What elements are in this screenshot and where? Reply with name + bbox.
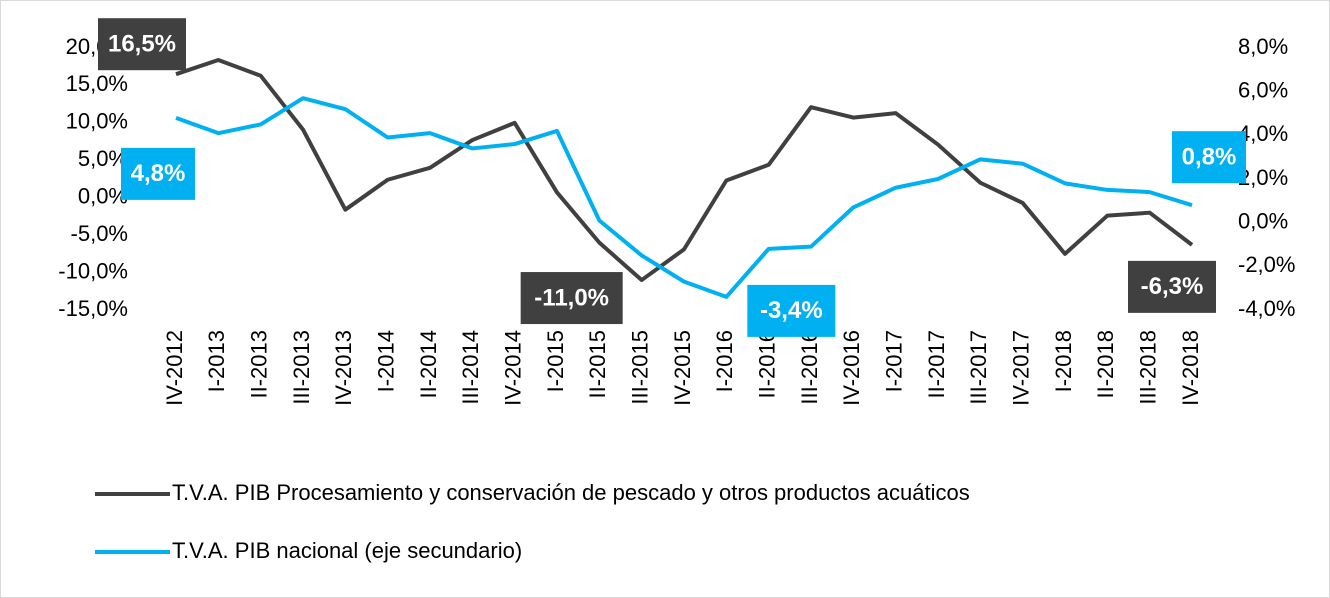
x-tick-label: IV-2016 [839,330,864,406]
y2-tick-label: 6,0% [1238,77,1288,102]
x-tick-label: III-2015 [627,330,652,405]
x-tick-label: III-2013 [289,330,314,405]
data-label: -3,4% [760,297,823,324]
y-tick-label: 10,0% [66,109,128,134]
line-series [175,57,1194,283]
x-tick-label: I-2016 [712,330,737,392]
x-tick-label: III-2016 [797,330,822,405]
x-tick-label: IV-2018 [1178,330,1203,406]
y2-tick-label: 2,0% [1238,165,1288,190]
x-tick-label: IV-2012 [162,330,187,406]
x-tick-label: IV-2015 [670,330,695,406]
data-label: 0,8% [1182,144,1237,171]
data-label: 16,5% [108,31,176,58]
data-label-box [121,147,195,200]
data-label: -11,0% [534,284,609,311]
x-tick-label: II-2016 [754,330,779,399]
y-tick-label: 5,0% [78,146,128,171]
y2-tick-label: 4,0% [1238,121,1288,146]
x-tick-label: IV-2017 [1008,330,1033,406]
y2-tick-label: 0,0% [1238,208,1288,233]
y-tick-label: -15,0% [58,296,128,321]
data-label-box [747,284,836,337]
y-tick-label: -5,0% [71,221,128,246]
data-label: 4,8% [131,160,186,187]
y2-tick-label: 8,0% [1238,34,1288,59]
x-tick-label: IV-2013 [331,330,356,406]
x-tick-label: III-2014 [458,330,483,405]
x-tick-label: I-2017 [881,330,906,392]
x-tick-label: I-2013 [204,330,229,392]
y2-tick-label: -2,0% [1238,252,1295,277]
x-tick-label: II-2018 [1093,330,1118,399]
x-tick-label: I-2015 [543,330,568,392]
y-tick-label: -10,0% [58,258,128,283]
y-tick-label: 15,0% [66,71,128,96]
y-tick-label: 0,0% [78,184,128,209]
data-label-box [520,272,623,325]
x-tick-label: II-2014 [416,330,441,399]
y2-tick-label: -4,0% [1238,296,1295,321]
data-label-box [1128,260,1216,313]
x-tick-label: II-2013 [246,330,271,399]
x-tick-label: II-2015 [585,330,610,399]
x-tick-label: III-2018 [1135,330,1160,405]
x-tick-label: I-2018 [1051,330,1076,392]
legend-label: T.V.A. PIB nacional (eje secundario) [172,538,522,563]
data-label-box [1172,131,1246,184]
x-tick-label: I-2014 [373,330,398,392]
x-tick-label: II-2017 [924,330,949,399]
data-label-box [98,18,186,71]
x-tick-label: IV-2014 [500,330,525,406]
data-label: -6,3% [1141,273,1204,300]
x-tick-label: III-2017 [966,330,991,405]
legend-label: T.V.A. PIB Procesamiento y conservación … [172,480,970,505]
line-series [175,96,1193,299]
